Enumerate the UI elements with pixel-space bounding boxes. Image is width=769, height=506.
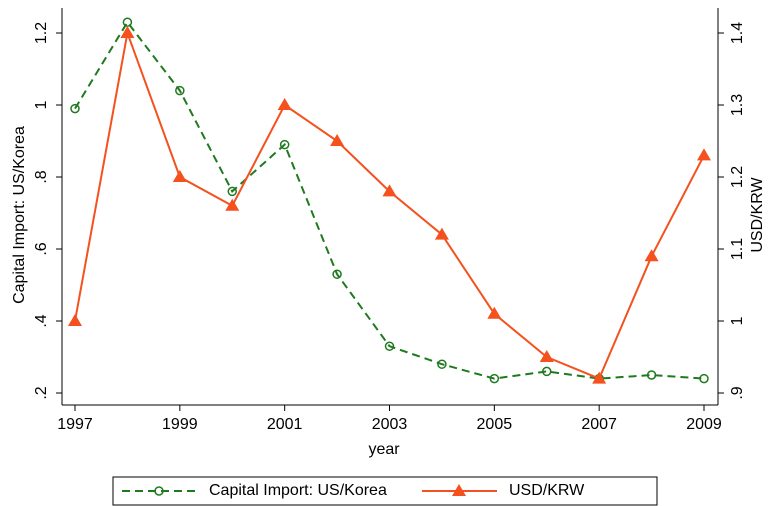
legend-box (112, 476, 658, 506)
x-tick-label: 2001 (267, 416, 303, 433)
y-tick-label: .4 (33, 314, 50, 327)
data-point (120, 26, 135, 38)
legend-marker (154, 486, 164, 496)
data-point (122, 17, 133, 27)
legend-label: USD/KRW (509, 482, 585, 499)
y2-tick-label: 1.2 (729, 166, 746, 188)
y-tick-label: .2 (33, 386, 50, 399)
data-point (489, 373, 500, 384)
data-point (68, 314, 82, 326)
series-line (74, 29, 705, 380)
data-point (487, 306, 502, 319)
y2-axis-title: USD/KRW (749, 176, 766, 252)
x-axis-title: year (368, 441, 400, 458)
data-point (70, 103, 80, 114)
y2-tick-label: 1.3 (729, 94, 746, 116)
data-point (172, 170, 187, 182)
x-tick-label: 2005 (477, 416, 513, 433)
data-point (225, 198, 240, 211)
data-point (699, 373, 709, 384)
data-point (332, 269, 342, 279)
y-tick-label: .6 (33, 242, 50, 255)
data-point (227, 186, 237, 197)
data-point (644, 249, 659, 262)
data-point (697, 148, 711, 161)
x-tick-label: 2007 (581, 416, 617, 433)
legend-label: Capital Import: US/Korea (209, 482, 387, 499)
data-point (175, 85, 185, 96)
data-point (382, 184, 397, 197)
x-tick-label: 2003 (372, 416, 408, 433)
data-point (330, 134, 345, 146)
y2-tick-label: .9 (729, 386, 746, 399)
series-line (74, 20, 705, 380)
data-point (384, 341, 395, 351)
y-tick-label: 1.2 (33, 22, 50, 44)
y-axis-title: Capital Import: US/Korea (11, 126, 28, 304)
data-point (646, 370, 657, 380)
y2-tick-label: 1.1 (729, 238, 746, 260)
y-tick-label: .8 (33, 170, 50, 183)
y-tick-label: 1 (33, 100, 50, 109)
x-tick-label: 2009 (686, 416, 722, 433)
legend-marker (452, 484, 466, 496)
x-tick-label: 1999 (162, 416, 198, 433)
data-point (277, 98, 292, 110)
x-tick-label: 1997 (57, 416, 93, 433)
data-point (539, 350, 554, 362)
data-point (434, 227, 449, 240)
data-point (592, 371, 607, 384)
y2-tick-label: 1.4 (729, 22, 746, 44)
data-point (437, 359, 447, 369)
y2-tick-label: 1 (729, 316, 746, 325)
data-point (279, 139, 290, 150)
data-point (542, 366, 552, 377)
